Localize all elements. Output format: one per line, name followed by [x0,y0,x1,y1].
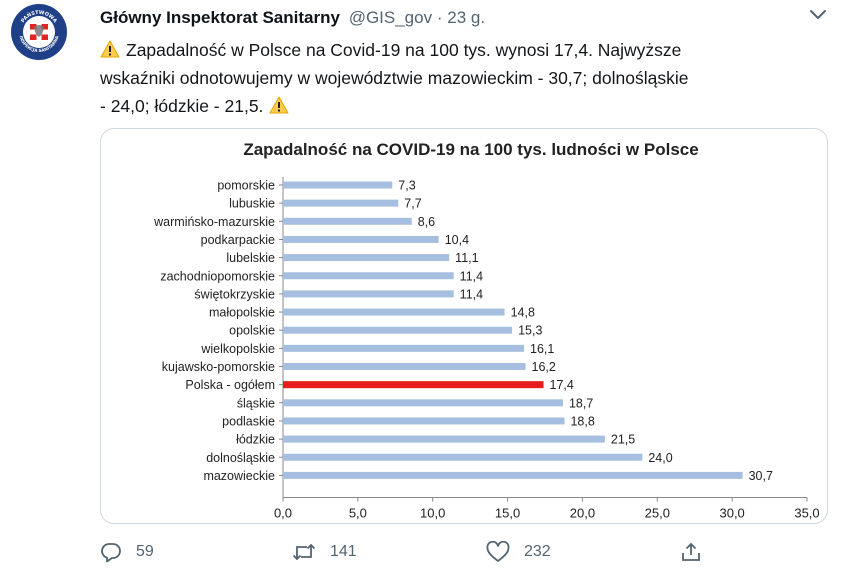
value-label: 16,2 [532,360,556,374]
warning-icon [100,40,120,58]
value-label: 11,1 [455,251,478,265]
value-label: 17,4 [550,378,574,392]
bar [283,363,526,370]
bar [283,453,643,461]
category-label: wielkopolskie [200,342,275,356]
category-label: śląskie [237,396,275,410]
x-tick-label: 15,0 [495,506,520,521]
x-tick-label: 30,0 [719,506,744,521]
value-label: 30,7 [749,469,773,483]
category-label: dolnośląskie [206,451,275,465]
category-label: Polska - ogółem [185,378,275,392]
tweet-text: Zapadalność w Polsce na Covid-19 na 100 … [100,36,830,120]
bar [283,308,505,316]
bar [283,272,454,280]
value-label: 24,0 [648,451,672,465]
share-action[interactable] [680,538,716,566]
bar [283,199,399,207]
like-icon[interactable] [486,541,510,563]
reply-action[interactable]: 59 [100,538,154,566]
warning-icon [269,96,289,114]
reply-icon[interactable] [100,541,122,563]
tweet-actions: 59 141 232 [100,538,720,566]
bar [283,181,393,189]
like-action[interactable]: 232 [486,538,551,566]
x-tick-label: 20,0 [570,506,595,521]
bar-chart: Zapadalność na COVID-19 na 100 tys. ludn… [153,140,820,521]
value-label: 8,6 [418,215,435,229]
x-tick-label: 5,0 [349,506,367,521]
category-label: mazowieckie [203,469,275,483]
avatar[interactable]: PAŃSTWOWA INSPEKCJA SANITARNA [10,3,68,61]
tweet-header: Główny Inspektorat Sanitarny @GIS_gov · … [100,8,485,28]
category-label: warmińsko-mazurskie [153,215,275,229]
category-label: podlaskie [222,414,275,428]
value-label: 14,8 [511,306,535,320]
bar [283,399,563,407]
value-label: 16,1 [530,342,554,356]
category-label: lubelskie [226,251,275,265]
category-label: kujawsko-pomorskie [162,360,275,374]
bar [283,235,439,243]
tweet-text-line1: Zapadalność w Polsce na Covid-19 na 100 … [126,40,682,60]
category-label: łódzkie [236,433,275,447]
x-tick-label: 25,0 [645,506,670,521]
value-label: 11,4 [460,287,483,301]
value-label: 10,4 [445,233,469,247]
category-label: świętokrzyskie [194,287,275,301]
highlight-bar [283,381,544,389]
category-label: podkarpackie [201,233,275,247]
category-label: pomorskie [217,179,275,193]
bar [283,471,743,479]
category-label: lubuskie [229,197,275,211]
value-label: 7,7 [404,197,421,211]
tweet-text-line3: - 24,0; łódzkie - 21,5. [100,96,264,116]
bar [283,326,513,334]
bar [283,254,450,262]
chart-title: Zapadalność na COVID-19 na 100 tys. ludn… [243,140,698,159]
retweet-count: 141 [330,543,357,560]
value-label: 21,5 [611,433,635,447]
more-icon[interactable] [806,6,830,24]
value-label: 15,3 [518,324,542,338]
bar [283,417,565,425]
value-label: 18,7 [569,396,593,410]
share-icon[interactable] [680,541,702,563]
category-label: opolskie [229,324,275,338]
reply-count: 59 [136,543,154,560]
retweet-icon[interactable] [292,541,316,563]
bar [283,344,525,352]
value-label: 18,8 [570,414,594,428]
value-label: 7,3 [398,179,415,193]
chart-image-card[interactable]: Zapadalność na COVID-19 na 100 tys. ludn… [100,128,828,524]
bar [283,435,605,443]
tweet-text-line2: wskaźniki odnotowujemy w województwie ma… [100,68,689,88]
x-tick-label: 10,0 [420,506,445,521]
category-label: zachodniopomorskie [160,269,275,283]
category-label: małopolskie [209,306,275,320]
retweet-action[interactable]: 141 [292,538,357,566]
x-tick-label: 0,0 [274,506,292,521]
tweet-time[interactable]: 23 g. [447,8,486,27]
value-label: 11,4 [460,269,483,283]
author-name[interactable]: Główny Inspektorat Sanitarny [100,8,340,27]
x-tick-label: 35,0 [794,506,819,521]
author-handle[interactable]: @GIS_gov [348,8,433,27]
like-count: 232 [524,543,551,560]
bar [283,290,454,298]
bar [283,217,412,225]
separator: · [436,8,443,27]
